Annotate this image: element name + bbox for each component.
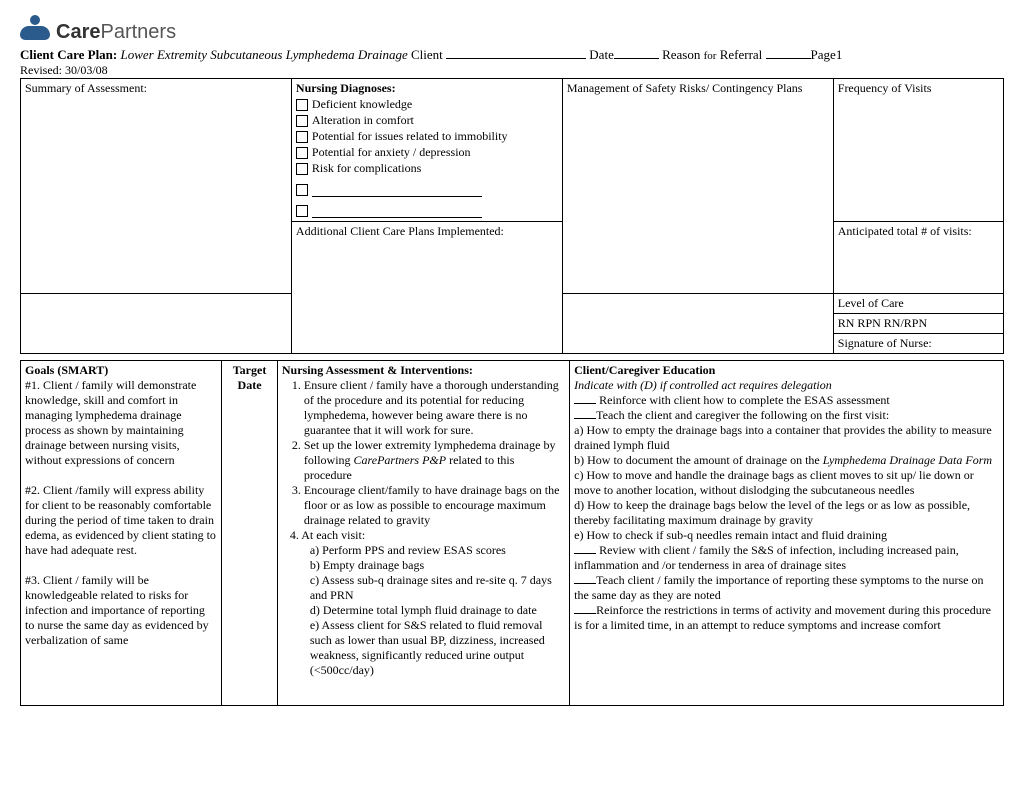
target-date-cell: Target Date xyxy=(222,361,278,706)
safety-risks-cell: Management of Safety Risks/ Contingency … xyxy=(562,79,833,294)
goals-interventions-table: Goals (SMART) #1. Client / family will d… xyxy=(20,360,1004,706)
goals-cell: Goals (SMART) #1. Client / family will d… xyxy=(21,361,222,706)
logo: CarePartners xyxy=(20,14,1004,44)
document-header: Client Care Plan: Lower Extremity Subcut… xyxy=(20,46,1004,63)
summary-cell-ext xyxy=(21,294,292,354)
safety-risks-ext xyxy=(562,294,833,354)
signature-cell: Signature of Nurse: xyxy=(833,334,1003,354)
checkbox-icon[interactable] xyxy=(296,147,308,159)
anticipated-visits-cell: Anticipated total # of visits: xyxy=(833,222,1003,294)
checkbox-icon[interactable] xyxy=(296,205,308,217)
logo-text: CarePartners xyxy=(56,21,176,44)
interventions-cell: Nursing Assessment & Interventions: Ensu… xyxy=(277,361,569,706)
nursing-diagnoses-cell: Nursing Diagnoses: Deficient knowledge A… xyxy=(291,79,562,222)
level-of-care-cell: Level of Care xyxy=(833,294,1003,314)
checkbox-icon[interactable] xyxy=(296,184,308,196)
additional-plans-cell: Additional Client Care Plans Implemented… xyxy=(291,222,562,354)
revised-date: Revised: 30/03/08 xyxy=(20,63,1004,78)
checkbox-icon[interactable] xyxy=(296,163,308,175)
checkbox-icon[interactable] xyxy=(296,115,308,127)
frequency-cell: Frequency of Visits xyxy=(833,79,1003,222)
logo-mark xyxy=(20,14,50,44)
checkbox-icon[interactable] xyxy=(296,131,308,143)
checkbox-icon[interactable] xyxy=(296,99,308,111)
summary-cell: Summary of Assessment: xyxy=(21,79,292,294)
education-cell: Client/Caregiver Education Indicate with… xyxy=(570,361,1004,706)
assessment-table: Summary of Assessment: Nursing Diagnoses… xyxy=(20,78,1004,354)
rn-rpn-cell: RN RPN RN/RPN xyxy=(833,314,1003,334)
